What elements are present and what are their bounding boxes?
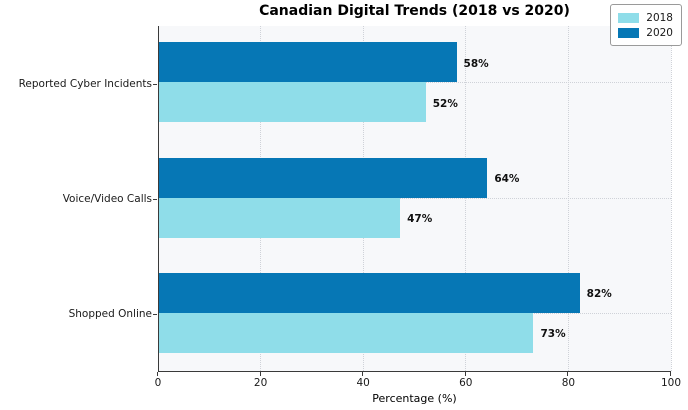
y-tick-label: Voice/Video Calls [62, 193, 152, 205]
bar-2018 [159, 312, 534, 353]
legend: 2018 2020 [610, 4, 682, 46]
gridline-vertical [670, 26, 672, 371]
bar-value-label: 52% [432, 97, 458, 110]
legend-swatch-2018 [618, 12, 640, 23]
bar-2020 [159, 157, 488, 198]
bar-value-label: 58% [463, 57, 489, 70]
x-tick-label: 20 [253, 377, 268, 389]
x-tick-mark [670, 372, 671, 376]
plot-area [158, 26, 672, 372]
bar-2018 [159, 82, 426, 123]
bar-value-label: 64% [494, 173, 520, 185]
x-tick-label: 40 [356, 377, 370, 389]
x-axis-label: Percentage (%) [372, 392, 457, 405]
y-tick-mark [153, 314, 157, 316]
bar-value-label: 47% [407, 213, 433, 225]
x-tick-mark [362, 372, 364, 376]
y-tick-mark [153, 199, 157, 200]
bar-value-label: 82% [586, 288, 612, 301]
x-tick-label: 80 [561, 377, 576, 389]
x-tick-mark [567, 372, 569, 376]
y-tick-label: Reported Cyber Incidents [18, 77, 152, 90]
gridline-horizontal [159, 197, 671, 199]
legend-label: 2020 [646, 26, 673, 39]
y-tick-label: Shopped Online [68, 308, 152, 321]
bar-2020 [159, 272, 580, 313]
bar-2018 [159, 197, 401, 238]
x-tick-mark [259, 372, 261, 376]
x-tick-mark [464, 372, 466, 376]
legend-label: 2018 [646, 11, 673, 24]
bar-value-label: 73% [540, 328, 566, 341]
x-tick-mark [157, 372, 158, 376]
gridline-vertical [567, 26, 569, 371]
x-tick-label: 100 [660, 377, 682, 389]
x-tick-label: 60 [459, 377, 473, 389]
x-tick-label: 0 [154, 377, 162, 389]
legend-entry-2020: 2020 [618, 25, 673, 40]
gridline-vertical [465, 26, 467, 371]
bar-2020 [159, 42, 457, 83]
y-tick-mark [153, 83, 157, 85]
legend-entry-2018: 2018 [618, 10, 673, 25]
legend-swatch-2020 [618, 27, 640, 38]
chart-title: Canadian Digital Trends (2018 vs 2020) [259, 3, 570, 19]
